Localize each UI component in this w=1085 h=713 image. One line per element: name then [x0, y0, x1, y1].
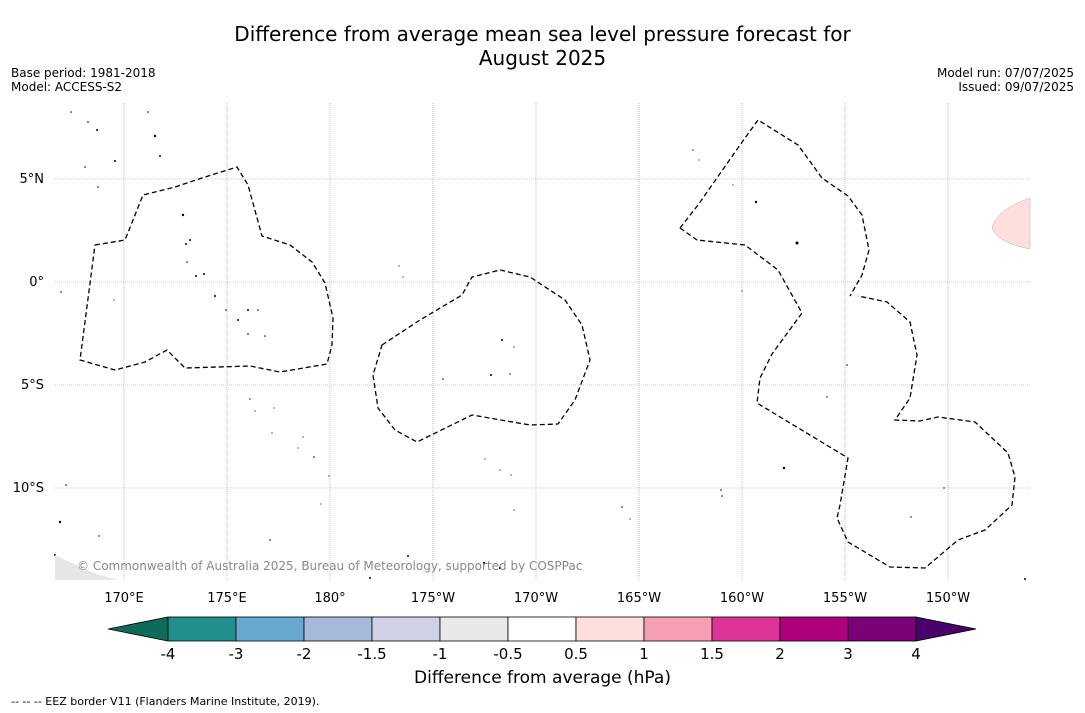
- eez-tuvalu: [79, 166, 334, 373]
- eez-french-polynesia: [679, 227, 1016, 569]
- colorbar-tick-label: -2: [297, 645, 312, 663]
- lon-label-170e: 170°E: [104, 591, 144, 606]
- colorbar-swatch: [303, 616, 373, 642]
- lon-label-175e: 175°E: [207, 591, 247, 606]
- colorbar-swatch: [167, 616, 237, 642]
- colorbar-extend-low: [107, 616, 169, 642]
- colorbar-swatch: [711, 616, 781, 642]
- model-run: Model run: 07/07/2025: [936, 66, 1074, 80]
- lat-label-0: 0°: [29, 275, 44, 290]
- colorbar-tick-label: 3: [843, 645, 853, 663]
- meta-right: Model run: 07/07/2025 Issued: 09/07/2025: [937, 66, 1074, 94]
- colorbar-swatch: [507, 616, 577, 642]
- colorbar-tick-label: 4: [911, 645, 921, 663]
- base-period: Base period: 1981-2018: [11, 66, 156, 80]
- colorbar: -4 -3 -2 -1.5 -1 -0.5 0.5 1 1.5 2 3 4: [107, 616, 977, 663]
- lon-labels: 170°E 175°E 180° 175°W 170°W 165°W 160°W…: [104, 591, 970, 606]
- colorbar-tick-label: -3: [229, 645, 244, 663]
- eez-kiribati-line-islands: [679, 119, 870, 297]
- colorbar-tick-label: -1.5: [357, 645, 386, 663]
- eez-tokelau: [372, 269, 591, 443]
- issued-date: Issued: 09/07/2025: [958, 80, 1074, 94]
- land-fragment: [55, 555, 118, 580]
- copyright-notice: © Commonwealth of Australia 2025, Bureau…: [77, 559, 582, 573]
- lon-label-150w: 150°W: [926, 591, 970, 606]
- colorbar-tick-label: 1.5: [700, 645, 724, 663]
- model-name: Model: ACCESS-S2: [11, 80, 123, 94]
- colorbar-label: Difference from average (hPa): [414, 668, 671, 688]
- colorbar-tick-label: 0.5: [564, 645, 588, 663]
- meta-left: Base period: 1981-2018 Model: ACCESS-S2: [11, 66, 156, 94]
- eez-borders: [79, 119, 1016, 569]
- colorbar-extend-high: [915, 616, 977, 642]
- anomaly-patch: [991, 197, 1031, 250]
- islands: [54, 111, 1026, 580]
- lon-label-170w: 170°W: [514, 591, 558, 606]
- colorbar-swatch: [235, 616, 305, 642]
- lon-label-160w: 160°W: [720, 591, 764, 606]
- lat-labels: 5°N 0° 5°S 10°S: [13, 172, 44, 496]
- map-area: [54, 103, 1031, 580]
- map-title: Difference from average mean sea level p…: [0, 22, 1085, 70]
- lon-label-175w: 175°W: [411, 591, 455, 606]
- lon-label-155w: 155°W: [823, 591, 867, 606]
- colorbar-tick-label: 2: [775, 645, 785, 663]
- lat-label-5n: 5°N: [20, 172, 45, 187]
- colorbar-swatch: [439, 616, 509, 642]
- colorbar-tick-label: -0.5: [493, 645, 522, 663]
- title-line-2: August 2025: [478, 46, 607, 70]
- title-line-1: Difference from average mean sea level p…: [234, 22, 851, 46]
- colorbar-swatch: [643, 616, 713, 642]
- colorbar-swatch: [847, 616, 917, 642]
- colorbar-tick-label: -1: [433, 645, 448, 663]
- colorbar-tick-label: -4: [161, 645, 176, 663]
- lon-label-165w: 165°W: [617, 591, 661, 606]
- colorbar-swatch: [371, 616, 441, 642]
- colorbar-swatch: [779, 616, 849, 642]
- lat-label-10s: 10°S: [13, 481, 44, 496]
- lon-label-180: 180°: [314, 591, 345, 606]
- gridlines: [55, 103, 1030, 580]
- colorbar-swatch: [575, 616, 645, 642]
- lat-label-5s: 5°S: [21, 378, 44, 393]
- colorbar-tick-label: 1: [639, 645, 649, 663]
- footnote: -- -- -- EEZ border V11 (Flanders Marine…: [11, 695, 320, 708]
